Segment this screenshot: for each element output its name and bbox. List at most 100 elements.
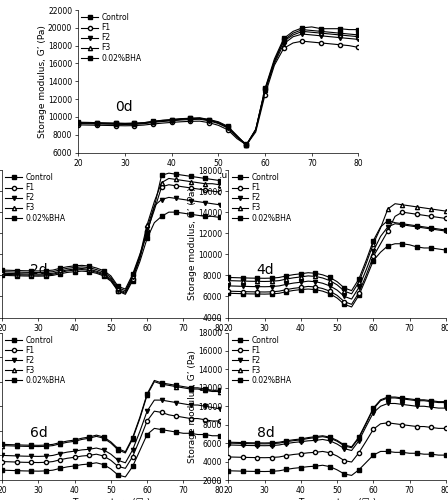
0.02%BHA bbox=[436, 398, 441, 404]
0.02%BHA bbox=[159, 172, 164, 178]
F3 bbox=[166, 382, 172, 388]
F1 bbox=[57, 456, 63, 462]
Control bbox=[137, 258, 142, 264]
F1 bbox=[29, 460, 34, 466]
Control bbox=[337, 26, 342, 32]
Text: 8d: 8d bbox=[257, 426, 275, 440]
F3 bbox=[137, 416, 142, 422]
F2 bbox=[400, 402, 405, 407]
F1 bbox=[86, 268, 92, 274]
F1 bbox=[269, 289, 275, 295]
F1 bbox=[269, 454, 275, 460]
0.02%BHA bbox=[392, 394, 398, 400]
F2 bbox=[43, 271, 48, 277]
F1 bbox=[349, 302, 354, 308]
F3 bbox=[94, 434, 99, 440]
F1 bbox=[169, 120, 174, 126]
Control bbox=[281, 36, 286, 42]
F3 bbox=[132, 121, 137, 127]
0.02%BHA bbox=[43, 442, 48, 448]
F1 bbox=[253, 129, 258, 135]
F3 bbox=[385, 206, 391, 212]
F1 bbox=[349, 459, 354, 465]
F3 bbox=[356, 34, 361, 40]
F2 bbox=[79, 266, 85, 272]
Control bbox=[226, 290, 231, 296]
F1 bbox=[313, 284, 318, 290]
F2 bbox=[253, 127, 258, 133]
F2 bbox=[50, 452, 56, 458]
Control bbox=[72, 268, 78, 274]
0.02%BHA bbox=[337, 30, 342, 36]
0.02%BHA bbox=[233, 440, 238, 446]
F3 bbox=[443, 400, 448, 406]
F2 bbox=[159, 397, 164, 403]
F3 bbox=[14, 443, 19, 449]
0.02%BHA bbox=[166, 170, 172, 176]
F1 bbox=[123, 466, 128, 471]
0.02%BHA bbox=[0, 267, 5, 273]
F1 bbox=[151, 121, 156, 127]
F3 bbox=[253, 127, 258, 133]
F2 bbox=[436, 405, 441, 411]
F1 bbox=[210, 418, 215, 424]
F1 bbox=[436, 214, 441, 220]
Control bbox=[217, 433, 222, 439]
Control bbox=[195, 212, 200, 218]
Control bbox=[79, 268, 85, 274]
F3 bbox=[57, 267, 63, 273]
Control bbox=[370, 258, 376, 264]
F1 bbox=[356, 290, 362, 296]
0.02%BHA bbox=[276, 439, 282, 445]
F3 bbox=[210, 180, 215, 186]
F1 bbox=[144, 418, 150, 424]
F1 bbox=[130, 276, 135, 281]
Line: F2: F2 bbox=[226, 402, 448, 452]
Control bbox=[414, 244, 419, 250]
F2 bbox=[378, 234, 383, 239]
Control bbox=[210, 433, 215, 439]
F2 bbox=[346, 36, 352, 42]
0.02%BHA bbox=[233, 274, 238, 280]
F3 bbox=[392, 200, 398, 206]
F1 bbox=[72, 267, 78, 273]
0.02%BHA bbox=[370, 238, 376, 244]
F1 bbox=[50, 458, 56, 464]
0.02%BHA bbox=[210, 176, 215, 182]
Control bbox=[298, 286, 304, 292]
F2 bbox=[284, 440, 289, 446]
0.02%BHA bbox=[291, 436, 297, 442]
Control bbox=[248, 468, 253, 474]
F1 bbox=[116, 288, 121, 294]
F2 bbox=[207, 118, 212, 124]
0.02%BHA bbox=[116, 284, 121, 290]
F3 bbox=[123, 288, 128, 294]
F2 bbox=[141, 120, 146, 126]
F2 bbox=[130, 447, 135, 453]
Text: 4d: 4d bbox=[257, 264, 274, 278]
F1 bbox=[151, 408, 157, 414]
F2 bbox=[181, 196, 186, 202]
F1 bbox=[166, 182, 172, 188]
F3 bbox=[421, 398, 426, 404]
F3 bbox=[57, 440, 63, 446]
F3 bbox=[43, 270, 48, 276]
F1 bbox=[0, 272, 5, 278]
F2 bbox=[195, 402, 200, 408]
0.02%BHA bbox=[309, 28, 314, 34]
F1 bbox=[188, 118, 193, 124]
F3 bbox=[104, 120, 109, 126]
F1 bbox=[281, 46, 286, 52]
0.02%BHA bbox=[363, 420, 369, 426]
0.02%BHA bbox=[306, 270, 311, 276]
Control bbox=[349, 472, 354, 478]
F2 bbox=[178, 117, 184, 123]
F3 bbox=[334, 438, 340, 444]
F3 bbox=[86, 435, 92, 441]
F1 bbox=[392, 214, 398, 220]
F3 bbox=[216, 120, 221, 126]
Text: 6d: 6d bbox=[30, 426, 48, 440]
Control bbox=[429, 451, 434, 457]
F2 bbox=[166, 194, 172, 200]
F3 bbox=[7, 443, 12, 449]
